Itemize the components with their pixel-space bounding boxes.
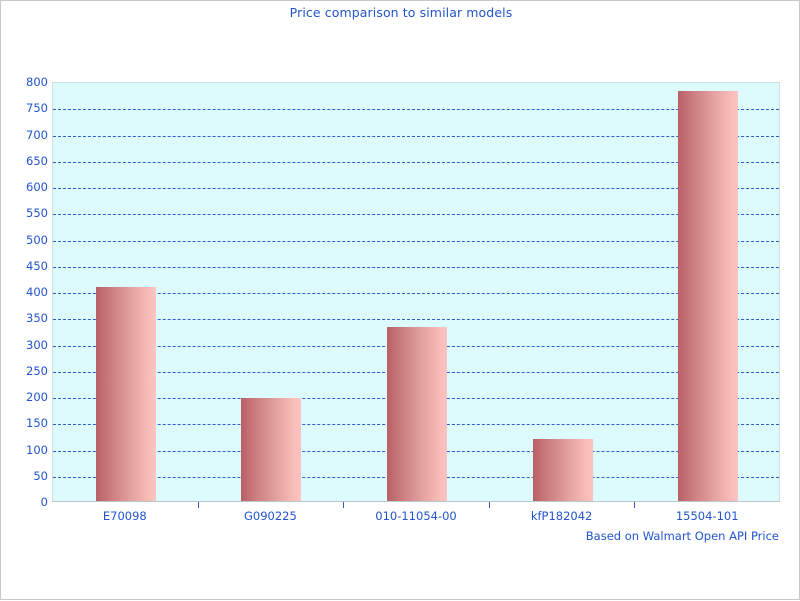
x-axis-tick-label: 15504-101 <box>675 509 739 523</box>
plot-area <box>52 82 780 502</box>
y-axis-tick-label: 550 <box>26 206 48 221</box>
y-axis-tick-label: 0 <box>40 495 48 509</box>
y-axis-tick-label: 350 <box>26 311 48 326</box>
x-axis-tick <box>343 502 345 508</box>
y-axis-tick-label: 500 <box>26 232 48 247</box>
bar[interactable] <box>532 438 593 501</box>
chart-title: Price comparison to similar models <box>289 5 513 20</box>
gridline <box>53 319 779 321</box>
gridline <box>53 214 779 216</box>
y-axis-tick-label: 650 <box>26 153 48 168</box>
gridline <box>53 109 779 111</box>
y-axis-tick-label: 400 <box>26 285 48 299</box>
gridline <box>53 161 779 163</box>
y-axis-labels: 0 50 100 150 200 250 300 350 400 450 500 550 600 650 7… <box>1 1 48 601</box>
x-axis-tick-label: 010-11054-00 <box>375 509 457 523</box>
x-axis-tick-label: G090225 <box>243 509 297 523</box>
y-axis-tick-label: 50 <box>33 468 48 483</box>
x-axis-tick-label: E70098 <box>102 509 147 523</box>
y-axis-tick-label: 100 <box>26 442 48 457</box>
bar[interactable] <box>95 287 156 501</box>
gridline <box>53 293 779 294</box>
gridline <box>53 188 779 189</box>
x-axis-tick <box>488 502 490 508</box>
y-axis-tick-label: 800 <box>26 75 48 89</box>
y-axis-tick-label: 300 <box>26 337 48 352</box>
bar[interactable] <box>241 398 302 501</box>
y-axis-tick-label: 450 <box>26 258 48 273</box>
y-axis-tick-label: 750 <box>26 101 48 116</box>
y-axis-tick-label: 250 <box>26 363 48 378</box>
y-axis-tick-label: 200 <box>26 390 48 404</box>
bar[interactable] <box>387 327 447 501</box>
chart-source-note: Based on Walmart Open API Price <box>585 529 779 543</box>
gridline <box>53 240 779 242</box>
gridline <box>53 266 779 268</box>
bar[interactable] <box>678 90 739 501</box>
y-axis-tick-label: 150 <box>26 416 48 431</box>
y-axis-tick-label: 700 <box>26 127 48 142</box>
x-axis-tick <box>634 502 636 508</box>
x-axis-tick-label: kfP182042 <box>530 509 593 523</box>
y-axis-tick-label: 600 <box>26 180 48 194</box>
x-axis-tick <box>197 502 199 508</box>
gridline <box>53 135 779 137</box>
